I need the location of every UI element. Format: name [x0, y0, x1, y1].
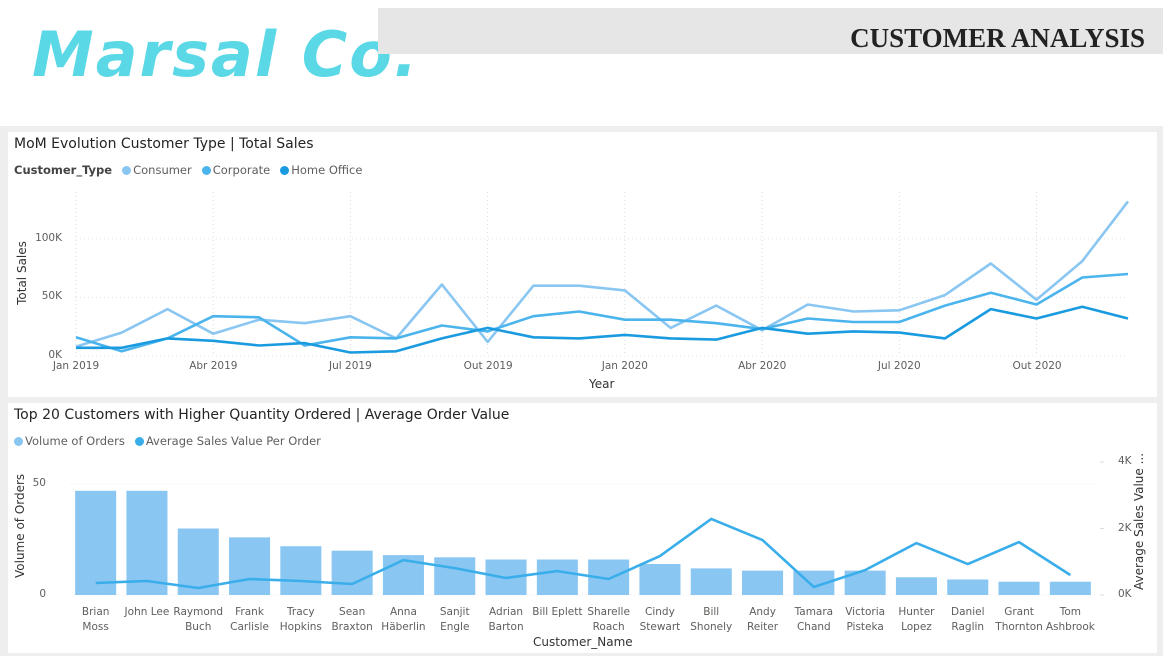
x-tick-label: Sean Braxton	[331, 606, 373, 633]
legend-marker	[280, 165, 290, 175]
x-tick-label: Grant Thornton	[995, 606, 1043, 633]
x-tick-label: Adrian Barton	[488, 606, 524, 633]
legend-marker	[14, 436, 23, 446]
legend-label: Consumer	[133, 163, 192, 177]
x-tick-label: John Lee	[124, 606, 170, 618]
series-line	[75, 272, 1129, 353]
chart-title: Top 20 Customers with Higher Quantity Or…	[14, 407, 510, 423]
x-tick-label: Andy Reiter	[746, 606, 779, 633]
y-tick-label: 2K	[1118, 521, 1132, 534]
x-tick-label: Bill Eplett	[532, 606, 583, 618]
legend: Customer_Type Consumer Corporate Home Offic…	[14, 163, 368, 177]
x-tick-label: Abr 2019	[189, 360, 238, 372]
bar	[895, 577, 937, 595]
bar	[75, 490, 117, 595]
x-tick-label: Tamara Chand	[794, 606, 834, 633]
x-tick-label: Sanjit Engle	[439, 606, 470, 633]
chart-title: MoM Evolution Customer Type | Total Sale…	[14, 136, 314, 152]
legend-label: Home Office	[291, 163, 363, 177]
bar	[126, 490, 168, 595]
y-axis-title: Volume of Orders	[13, 473, 27, 578]
y-tick-label: 50K	[41, 290, 62, 303]
bar	[1049, 581, 1091, 595]
legend-marker	[134, 436, 144, 446]
legend-item: Corporate	[201, 163, 271, 177]
bar	[742, 570, 784, 595]
bar	[280, 546, 322, 595]
legend: Volume of Orders Average Sales Value Per …	[14, 434, 327, 448]
bar	[947, 579, 989, 595]
x-tick-label: Hunter Lopez	[898, 606, 935, 633]
x-tick-label: Sharelle Roach	[587, 606, 630, 633]
legend-marker	[122, 165, 132, 175]
y2-axis-title: Average Sales Value ...	[1132, 452, 1146, 590]
y-tick-label: 0K	[48, 349, 62, 361]
x-tick-label: Brian Moss	[81, 606, 110, 633]
bar	[434, 557, 476, 595]
legend-label: Average Sales Value Per Order	[145, 434, 321, 448]
x-tick-label: Jan 2020	[601, 360, 648, 372]
x-tick-label: Jan 2019	[52, 360, 100, 372]
x-tick-label: Out 2019	[463, 360, 513, 372]
y-tick-label: 4K	[1118, 455, 1132, 467]
y-tick-label: 50	[32, 477, 46, 490]
legend-item: Volume of Orders	[14, 434, 125, 448]
bar	[690, 568, 732, 595]
x-tick-label: Cindy Stewart	[639, 606, 681, 633]
x-tick-label: Frank Carlisle	[230, 606, 269, 633]
x-axis-title: Year	[589, 377, 615, 391]
legend-item: Home Office	[280, 163, 362, 177]
x-tick-label: Abr 2020	[738, 360, 787, 372]
series-line	[95, 517, 1072, 590]
x-tick-label: Jul 2020	[877, 360, 921, 372]
y-tick-label: 0	[39, 588, 46, 600]
x-tick-label: Jul 2019	[329, 360, 372, 372]
bar	[177, 528, 219, 595]
series-line	[75, 200, 1130, 348]
x-tick-label: Tom Ashbrook	[1045, 606, 1095, 633]
title-box: CUSTOMER ANALYSIS	[378, 8, 1163, 54]
panel	[8, 403, 1157, 653]
x-tick-label: Victoria Pisteka	[845, 606, 886, 633]
y-axis-title: Total Sales	[15, 241, 29, 305]
bar	[229, 537, 271, 595]
x-tick-label: Bill Shonely	[690, 606, 733, 633]
x-tick-label: Raymond Buch	[173, 606, 224, 633]
legend-item: Consumer	[122, 163, 192, 177]
series-line	[76, 305, 1129, 354]
x-tick-label: Out 2020	[1012, 360, 1062, 372]
logo: Marsal Co.	[32, 18, 420, 91]
y-tick-label: 100K	[35, 231, 62, 244]
panel	[8, 132, 1157, 397]
y-tick-label: 0K	[1118, 588, 1132, 600]
bar	[331, 550, 373, 595]
x-axis-title: Customer_Name	[533, 635, 633, 649]
bar	[998, 581, 1040, 595]
bar	[639, 563, 681, 595]
legend-title: Customer_Type	[14, 163, 113, 177]
page-title: CUSTOMER ANALYSIS	[850, 23, 1145, 53]
bar	[536, 559, 578, 595]
legend-label: Volume of Orders	[25, 434, 125, 448]
x-tick-label: Anna Häberlin	[381, 606, 426, 633]
x-tick-label: Daniel Raglin	[951, 606, 985, 633]
legend-marker	[201, 165, 211, 175]
legend-item: Average Sales Value Per Order	[134, 434, 321, 448]
x-tick-label: Tracy Hopkins	[279, 606, 322, 633]
legend-label: Corporate	[212, 163, 271, 177]
